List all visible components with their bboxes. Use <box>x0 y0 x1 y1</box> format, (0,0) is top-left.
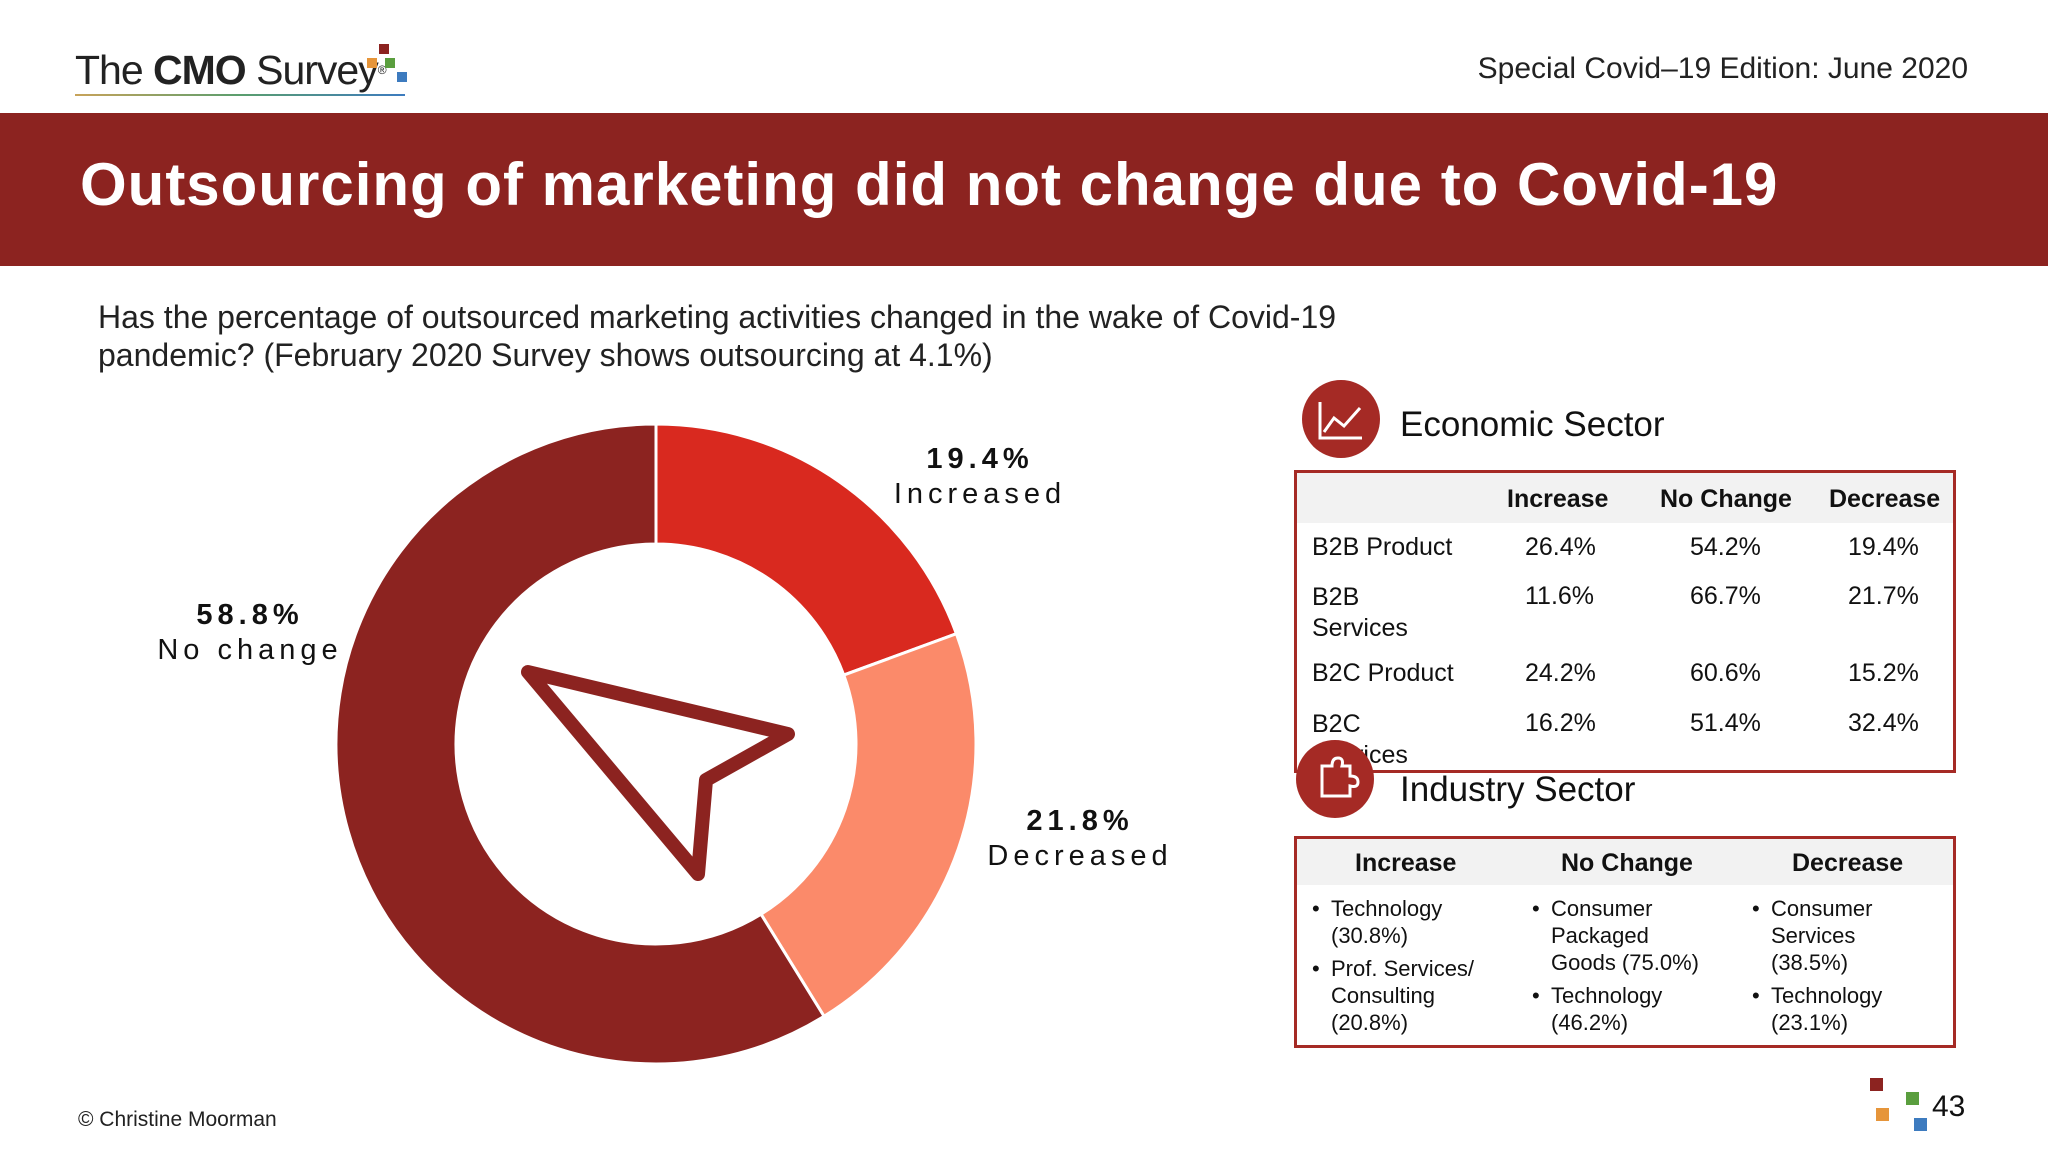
edition-label: Special Covid–19 Edition: June 2020 <box>1477 52 1968 85</box>
decreased-text: Decreased <box>987 840 1173 872</box>
survey-question: Has the percentage of outsourced marketi… <box>98 299 1337 373</box>
econ-cell: 54.2% <box>1690 533 1761 561</box>
industry-sector-title: Industry Sector <box>1400 770 1636 809</box>
econ-cell: 15.2% <box>1848 659 1919 687</box>
ind-col-no-change: Consumer Packaged Goods (75.0%) Technolo… <box>1531 895 1711 1042</box>
increased-label: 19.4% Increased <box>880 443 1080 511</box>
econ-cell: 66.7% <box>1690 582 1761 610</box>
copyright: © Christine Moorman <box>78 1108 277 1131</box>
no-change-value: 58.8% <box>196 599 304 631</box>
donut-slice-no-change <box>334 422 827 1066</box>
no-change-label: 58.8% No change <box>140 599 360 667</box>
econ-cell: 51.4% <box>1690 709 1761 737</box>
econ-header-decrease: Decrease <box>1829 485 1941 513</box>
list-item: Consumer Services (38.5%) <box>1752 895 1911 976</box>
econ-cell: 21.7% <box>1848 582 1919 610</box>
donut-slice-increased <box>654 422 959 677</box>
ind-header-decrease: Decrease <box>1792 849 1904 877</box>
econ-cell: 32.4% <box>1848 709 1919 737</box>
ind-header-increase: Increase <box>1355 849 1457 877</box>
list-item: Consumer Packaged Goods (75.0%) <box>1532 895 1711 976</box>
slide-title: Outsourcing of marketing did not change … <box>80 151 1779 218</box>
list-item: Prof. Services/ Consulting (20.8%) <box>1312 955 1491 1036</box>
donut-slice-decreased <box>758 631 978 1019</box>
cmo-survey-logo: The CMO Survey® <box>75 40 455 100</box>
econ-row-name: B2B Services <box>1312 583 1408 642</box>
econ-cell: 16.2% <box>1525 709 1596 737</box>
list-item: Technology (23.1%) <box>1752 982 1911 1036</box>
outsourcing-donut-chart <box>334 422 978 1066</box>
ind-col-increase: Technology (30.8%) Prof. Services/ Consu… <box>1311 895 1491 1042</box>
economic-sector-table: Increase No Change Decrease B2B Product … <box>1294 470 1956 773</box>
ind-header-no-change: No Change <box>1561 849 1693 877</box>
econ-row-name: B2B Product <box>1312 533 1453 561</box>
econ-row-name: B2C Product <box>1312 659 1454 687</box>
page-number: 43 <box>1932 1090 1966 1123</box>
title-banner <box>0 113 2048 266</box>
ind-col-decrease: Consumer Services (38.5%) Technology (23… <box>1751 895 1911 1042</box>
economic-sector-title: Economic Sector <box>1400 405 1665 444</box>
increased-text: Increased <box>893 478 1067 510</box>
brand-squares <box>1866 1078 1927 1131</box>
list-item: Technology (46.2%) <box>1532 982 1711 1036</box>
cursor-arrow-icon <box>521 665 795 881</box>
list-item: Technology (30.8%) <box>1312 895 1491 949</box>
industry-sector-table: Increase No Change Decrease Technology (… <box>1294 836 1956 1048</box>
econ-header-no-change: No Change <box>1660 485 1792 513</box>
econ-cell: 26.4% <box>1525 533 1596 561</box>
decreased-label: 21.8% Decreased <box>970 805 1190 873</box>
puzzle-icon <box>1296 740 1374 818</box>
econ-cell: 60.6% <box>1690 659 1761 687</box>
econ-header-increase: Increase <box>1507 485 1609 513</box>
decreased-value: 21.8% <box>1026 805 1134 837</box>
econ-cell: 19.4% <box>1848 533 1919 561</box>
econ-cell: 11.6% <box>1525 582 1595 610</box>
increased-value: 19.4% <box>926 443 1034 475</box>
line-chart-icon <box>1302 380 1380 458</box>
no-change-text: No change <box>157 634 343 666</box>
econ-cell: 24.2% <box>1525 659 1596 687</box>
